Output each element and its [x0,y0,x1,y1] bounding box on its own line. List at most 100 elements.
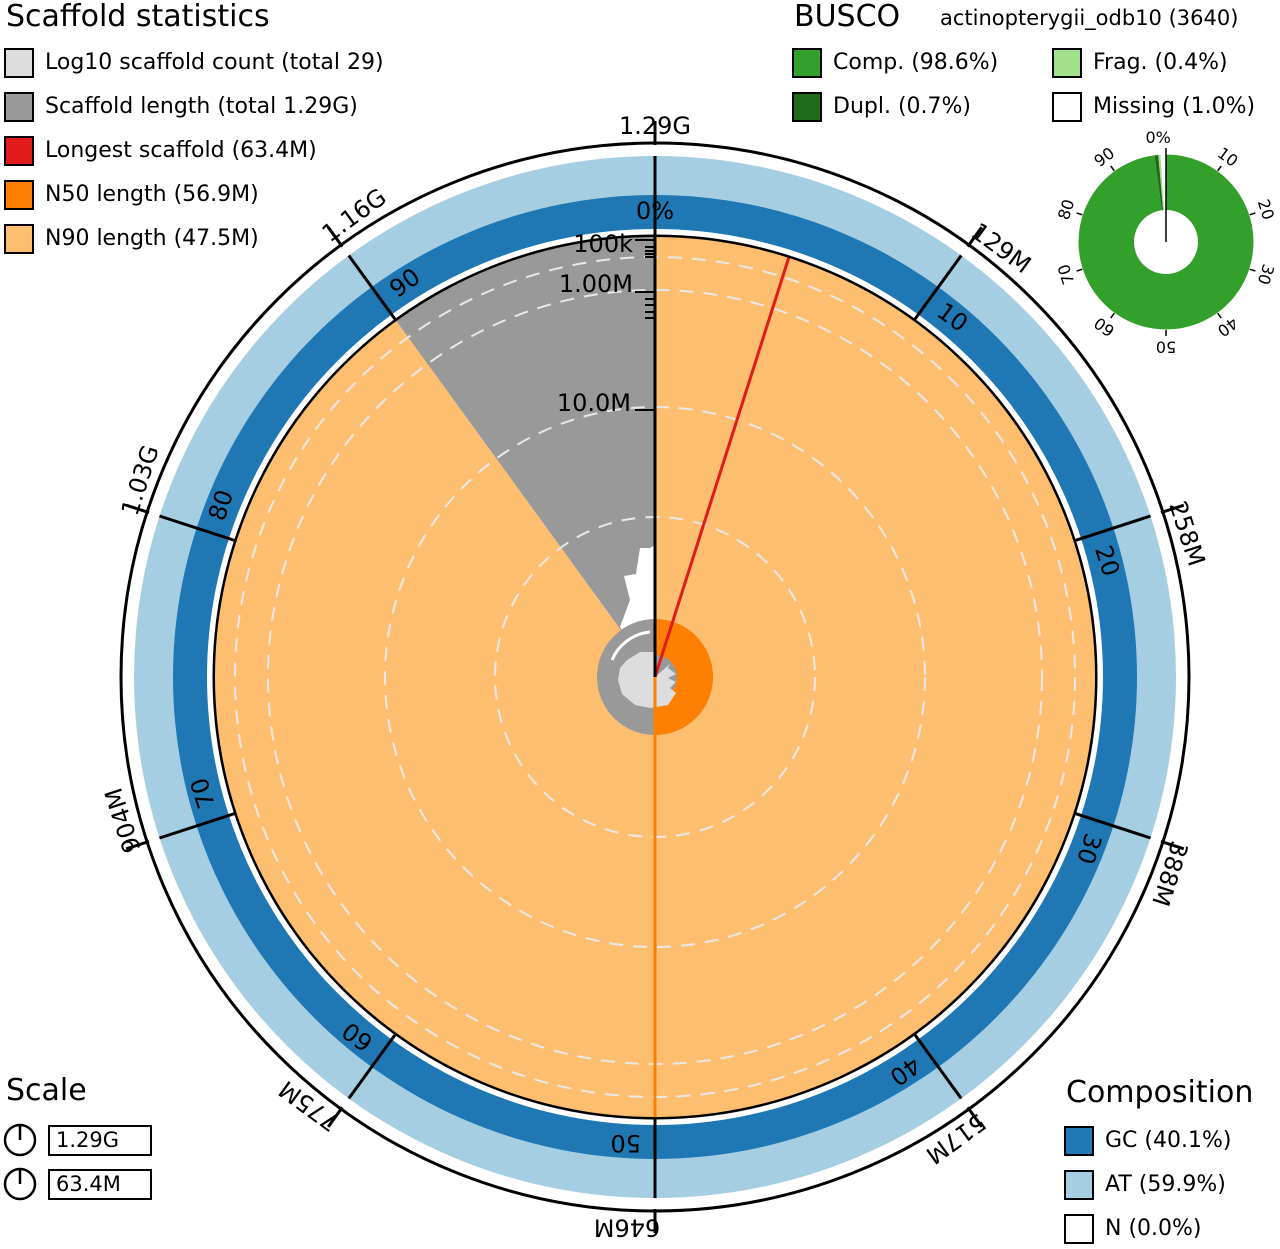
length-tick-3 [1160,839,1185,851]
legend-busco-fragmented: Frag. (0.4%) [1052,46,1228,80]
legend-label-at: AT (59.9%) [1105,1172,1226,1197]
legend-swatch-scaffold-length [4,92,34,122]
busco-tick-8 [1076,212,1083,216]
legend-n90: N90 length (47.5M) [4,222,259,256]
length-tick-label: 646M [594,1213,661,1241]
radial-scale-label: 100k [573,230,633,258]
scale-value-total: 1.29G [48,1124,152,1156]
legend-swatch-at [1064,1170,1094,1200]
legend-busco-complete: Comp. (98.6%) [792,46,998,80]
n50-center-arc [655,619,713,735]
legend-swatch-longest-scaffold [4,136,34,166]
busco-tick-1 [1217,165,1222,172]
legend-swatch-n [1064,1214,1094,1244]
busco-tick-label: 80 [1054,197,1078,222]
legend-label-busco-fragmented: Frag. (0.4%) [1093,50,1228,75]
legend-n: N (0.0%) [1064,1212,1202,1246]
percent-tick-4 [913,1033,963,1100]
legend-swatch-busco-missing [1052,92,1082,122]
percent-tick-8 [159,514,236,542]
legend-label-gc: GC (40.1%) [1105,1128,1232,1153]
legend-busco-missing: Missing (1.0%) [1052,90,1255,124]
busco-duplicated-arc [1154,154,1164,211]
busco-tick-label: 70 [1054,262,1078,287]
legend-longest-scaffold: Longest scaffold (63.4M) [4,134,317,168]
scale-row-radius: 63.4M [2,1166,152,1202]
busco-tick-label: 20 [1254,197,1278,222]
busco-fragmented-arc [1158,154,1164,211]
legend-n50: N50 length (56.9M) [4,178,259,212]
percent-tick-2 [1074,514,1151,542]
busco-tick-label: 50 [1156,338,1176,357]
percent-tick-7 [159,812,236,840]
busco-tick-3 [1249,268,1256,272]
clock-scale-icon [3,1123,37,1157]
busco-tick-label: 60 [1090,313,1118,340]
legend-gc: GC (40.1%) [1064,1124,1231,1158]
legend-at: AT (59.9%) [1064,1168,1226,1202]
legend-log10-count: Log10 scaffold count (total 29) [4,46,384,80]
log-count-area [618,652,676,708]
busco-tick-2 [1249,212,1256,216]
legend-label-longest-scaffold: Longest scaffold (63.4M) [45,138,317,163]
legend-swatch-log10-count [4,48,34,78]
percent-tick-label: 50 [610,1129,641,1157]
percent-tick-6 [347,1033,397,1100]
length-tick-4 [966,1106,984,1128]
legend-label-n: N (0.0%) [1105,1216,1202,1241]
length-tick-1 [966,226,984,248]
radial-scale-label: 10.0M [557,389,631,417]
length-tick-label: 1.29G [619,112,691,140]
busco-tick-label: 0% [1145,128,1170,147]
snail-main: 100k1.00M10.0M0%1020304050607080901.29G1… [99,112,1210,1241]
busco-missing-arc [1160,154,1166,211]
busco-subtitle: actinopterygii_odb10 (3640) [940,6,1239,30]
busco-complete-arc [1078,154,1255,330]
legend-label-busco-duplicated: Dupl. (0.7%) [833,94,972,119]
legend-swatch-busco-fragmented [1052,48,1082,78]
length-tick-8 [125,503,150,515]
clock-scale-icon [3,1167,37,1201]
busco-tick-label: 40 [1214,313,1242,340]
legend-swatch-busco-complete [792,48,822,78]
legend-swatch-busco-duplicated [792,92,822,122]
plot-border [212,234,1098,1120]
busco-tick-7 [1076,268,1083,272]
legend-label-busco-complete: Comp. (98.6%) [833,50,999,75]
scaffold-length-area [396,237,655,677]
percent-tick-3 [1074,812,1151,840]
length-tick-label: 388M [1146,838,1193,910]
legend-swatch-n50 [4,180,34,210]
longest-scaffold-line [653,257,791,678]
scale-row-total: 1.29G [2,1122,152,1158]
busco-tick-label: 10 [1214,143,1242,170]
legend-busco-duplicated: Dupl. (0.7%) [792,90,971,124]
busco-tick-9 [1110,165,1115,172]
percent-tick-1 [913,254,963,321]
length-tick-7 [125,839,150,851]
radial-scale-label: 1.00M [559,270,633,298]
busco-donut: 0% 10 20 30 40 50 60 70 80 90 [1054,128,1278,357]
busco-tick-label: 90 [1090,143,1118,170]
busco-tick-6 [1110,312,1115,319]
scaffold-stats-title: Scaffold statistics [6,0,270,34]
scale-value-radius: 63.4M [48,1168,152,1200]
length-tick-6 [326,1106,344,1128]
scale-title: Scale [6,1073,87,1108]
legend-scaffold-length: Scaffold length (total 1.29G) [4,90,358,124]
busco-tick-4 [1217,312,1222,319]
percent-tick-label: 0% [636,197,674,225]
radial-gridline-2 [384,406,926,948]
legend-swatch-n90 [4,224,34,254]
legend-swatch-gc [1064,1126,1094,1156]
legend-label-busco-missing: Missing (1.0%) [1093,94,1256,119]
length-tick-2 [1160,503,1185,515]
percent-tick-9 [347,254,397,321]
length-tick-9 [326,226,344,248]
legend-label-n50: N50 length (56.9M) [45,182,259,207]
log-count-arc [610,630,651,661]
busco-title: BUSCO [794,0,901,34]
legend-label-scaffold-length: Scaffold length (total 1.29G) [45,94,358,119]
legend-label-n90: N90 length (47.5M) [45,226,259,251]
